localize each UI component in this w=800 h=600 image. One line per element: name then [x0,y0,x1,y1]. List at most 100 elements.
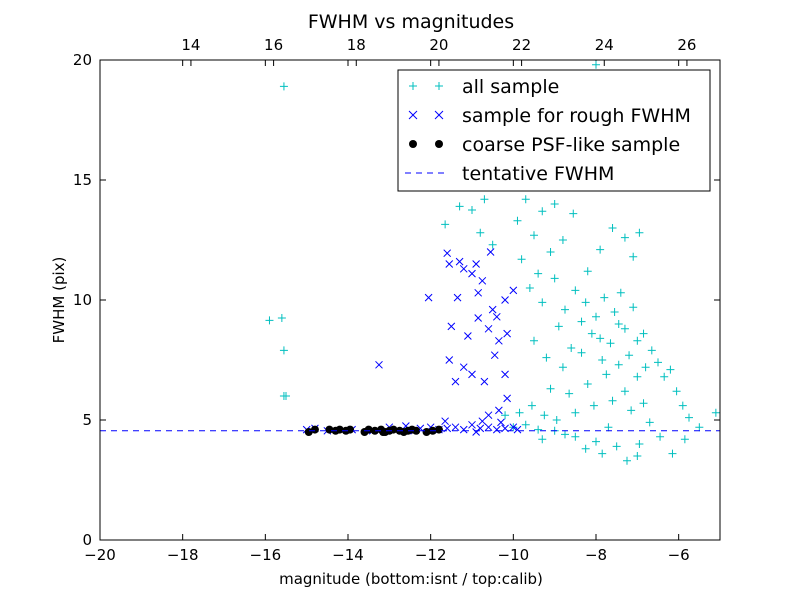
top-tick-label: 14 [181,36,200,54]
all-sample-point [620,233,629,242]
x-tick-label: −6 [668,546,690,564]
psf-like-point [304,428,313,436]
rough-fwhm-point [474,314,483,322]
rough-fwhm-point [488,305,497,314]
all-sample-point [627,406,636,415]
rough-fwhm-point [492,312,501,321]
all-sample-point [598,449,607,458]
all-sample-point [540,411,549,420]
psf-like-point [310,425,319,434]
rough-fwhm-point [464,332,472,340]
plot-area [100,60,720,465]
psf-like-point [335,425,344,434]
all-sample-point [577,317,586,326]
all-sample-point [558,363,567,372]
all-sample-point [604,423,613,432]
rough-fwhm-point [468,370,476,379]
x-tick-label: −18 [167,546,199,564]
x-axis-label: magnitude (bottom:isnt / top:calib) [279,570,543,588]
rough-fwhm-point [445,260,454,268]
chart-title: FWHM vs magnitudes [308,11,514,33]
rough-fwhm-point [453,293,462,302]
legend-dot-marker [409,140,443,148]
rough-fwhm-point [472,260,480,268]
all-sample-point [546,248,555,256]
all-sample-point [656,432,665,441]
all-sample-point [635,440,644,448]
rough-fwhm-point [451,423,460,432]
all-sample-point [521,420,530,429]
all-sample-point [592,60,600,69]
top-axis-ticks: 14 16 18 20 22 24 26 [181,36,696,66]
all-sample-point [538,435,547,444]
all-sample-point [277,314,286,322]
all-sample-point [612,442,621,451]
all-sample-point [592,312,600,321]
legend: all sample sample for rough FWHM coarse … [397,69,711,192]
rough-fwhm-point [468,420,476,429]
all-sample-point [527,401,536,410]
rough-fwhm-point [375,360,383,369]
all-sample-point [608,396,617,405]
all-sample-point [525,284,534,292]
all-sample-point [279,82,288,91]
rough-fwhm-point [513,425,522,434]
all-sample-point [620,324,629,333]
all-sample-point [265,316,274,325]
rough-fwhm-point [441,417,449,426]
rough-fwhm-point [492,425,501,434]
rough-fwhm-point [447,322,456,331]
all-sample-point [639,329,648,338]
all-sample-point [558,236,567,244]
rough-fwhm-point [501,370,509,379]
all-sample-point [620,387,629,396]
all-sample-point [623,456,631,465]
all-sample-point [633,336,642,345]
legend-x-marker [408,110,444,120]
rough-fwhm-point [459,425,468,434]
all-sample-point [567,344,576,352]
all-sample-point [654,358,662,367]
psf-like-point [379,428,388,436]
all-sample-point [608,224,617,232]
legend-label-all-sample: all sample [462,76,559,98]
all-sample-point [583,380,592,388]
all-sample-point [561,305,569,314]
all-sample-point [546,384,555,393]
all-sample-point [711,408,720,417]
all-sample-point [581,298,590,307]
x-tick-label: −8 [585,546,607,564]
rough-fwhm-point [501,296,509,304]
all-sample-point [468,206,476,214]
y-axis-label: FWHM (pix) [50,257,68,344]
all-sample-point [668,449,677,458]
all-sample-point [550,200,559,208]
all-sample-point [550,274,559,283]
rough-fwhm-point [509,286,518,295]
top-tick-label: 24 [595,36,614,54]
psf-like-point [346,425,355,434]
all-sample-point [561,430,569,439]
all-sample-point [530,336,538,345]
all-sample-point [629,303,638,312]
all-sample-point [616,288,625,297]
all-sample-point [598,356,607,364]
top-tick-label: 18 [347,36,366,54]
all-sample-point [480,195,489,204]
y-tick-label: 5 [82,411,92,429]
top-tick-label: 16 [264,36,283,54]
rough-fwhm-point [472,428,480,436]
all-sample-point [614,320,623,328]
all-sample-point [602,370,611,379]
all-sample-point [565,389,574,398]
all-sample-point [645,418,654,427]
rough-fwhm-point [497,418,505,427]
rough-fwhm-point [484,411,493,420]
all-sample-point [660,372,669,381]
psf-like-point [364,425,373,434]
top-tick-label: 26 [677,36,696,54]
all-sample-point [678,401,687,410]
all-sample-point [501,411,510,420]
top-tick-label: 22 [512,36,531,54]
